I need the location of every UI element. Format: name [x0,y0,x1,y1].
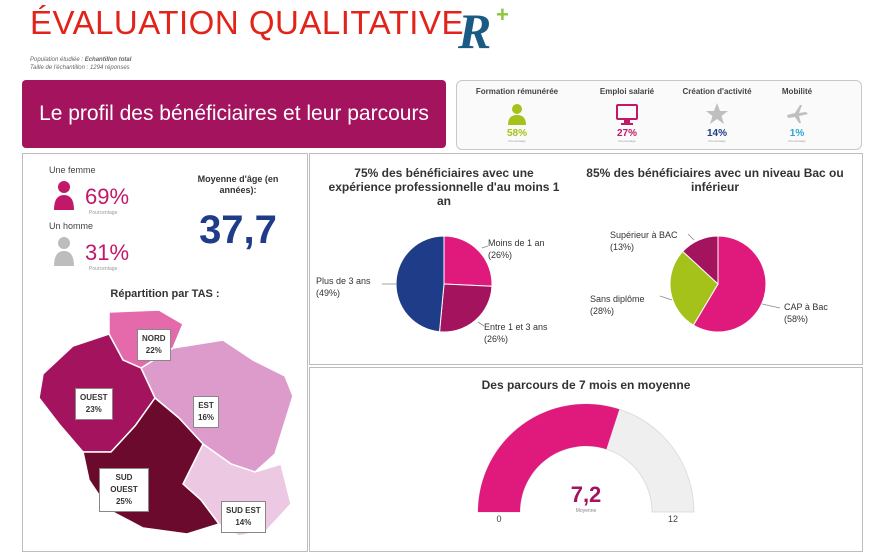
sample-line: Taille de l'échantillon : 1294 réponses [30,65,130,71]
female-sub: Pourcentage [89,210,118,216]
svg-text:+: + [496,2,509,27]
population-line: Population étudiée : Echantillon total [30,57,132,63]
outcome-kpis: Formation rémunérée 58% Pourcentage Empl… [456,80,862,150]
region-label-sud-ouest: SUD OUEST 25% [99,468,149,512]
male-pct: 31% [85,240,130,265]
gauge-sub-label: Moyenne [576,508,597,514]
pie1-label-0: Moins de 1 an [488,238,545,248]
pie1-title: 75% des bénéficiaires avec une expérienc… [328,166,560,208]
monitor-icon [616,104,638,125]
pie1-leader-0 [481,245,489,249]
page-title: ÉVALUATION QUALITATIVE [30,4,464,41]
man-icon [54,237,74,266]
gauge-min-label: 0 [496,514,501,524]
age-value: 37,7 [199,208,277,252]
pie2-label-1: Sans diplôme [590,294,645,304]
map-title: Répartition par TAS : [110,288,220,300]
person-icon [508,104,526,125]
pie2-value-2: (13%) [610,242,634,252]
gauge-fill [478,404,620,512]
gauge-panel: Des parcours de 7 mois en moyenne 7,2 Moy… [309,367,863,552]
gauge-value: 7,2 [571,482,602,507]
pie2-slice-1 [669,250,719,326]
pie1-label-2: Plus de 3 ans [316,276,371,286]
banner-title: Le profil des bénéficiaires et leur parc… [39,102,429,125]
kpi-creation: Création d'activité 14% Pourcentage [682,87,752,143]
pie2-label-0: CAP à Bac [784,302,828,312]
gauge-max-label: 12 [668,514,678,524]
kpi-mobilite: Mobilité 1% Pourcentage [781,87,813,143]
age-label: Moyenne d'âge (en années): [197,174,279,195]
pie1-leader-1 [477,321,485,327]
logo: R + [457,2,509,56]
pie2-label-2: Supérieur à BAC [610,230,678,240]
pie2-value-0: (58%) [784,314,808,324]
pie1-slice-1 [438,283,493,333]
region-label-sud-est: SUD EST 14% [221,501,266,533]
pie2-slice-0 [692,235,767,333]
pie1-slice-2 [395,235,445,333]
pie2-slice-2 [682,235,719,286]
region-label-est: EST 16% [193,396,220,428]
female-label: Une femme [49,165,96,175]
pie2-leader-0 [761,303,781,309]
kpi-emploi: Emploi salarié 27% Pourcentage [599,87,655,143]
pie1-value-1: (26%) [484,334,508,344]
woman-icon [54,181,74,210]
gauge-title: Des parcours de 7 mois en moyenne [481,378,691,392]
pie2-title: 85% des bénéficiaires avec un niveau Bac… [586,166,844,194]
star-icon [706,103,728,124]
pie1-value-0: (26%) [488,250,512,260]
region-label-ouest: OUEST 23% [75,388,113,420]
pies-panel: 75% des bénéficiaires avec une expérienc… [309,153,863,365]
pie-charts: Moins de 1 an (26%) Entre 1 et 3 ans (26%) P… [316,230,828,344]
plane-icon [787,105,808,123]
pie1-slice-0 [443,235,493,287]
pie2-value-1: (28%) [590,306,614,316]
kpi-formation: Formation rémunérée 58% Pourcentage [475,87,559,143]
pie2-leader-1 [659,295,673,301]
female-pct: 69% [85,184,130,209]
pie1-value-2: (49%) [316,288,340,298]
pie1-label-1: Entre 1 et 3 ans [484,322,548,332]
male-label: Un homme [49,221,94,231]
section-banner: Le profil des bénéficiaires et leur parc… [22,80,446,148]
profile-panel: Une femme 69% Pourcentage Un homme 31% P… [22,153,308,552]
pie2-leader-2 [687,233,695,241]
svg-text:R: R [457,3,491,56]
male-sub: Pourcentage [89,266,118,272]
region-label-nord: NORD 22% [137,329,171,361]
